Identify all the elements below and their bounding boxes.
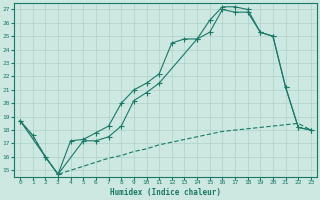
X-axis label: Humidex (Indice chaleur): Humidex (Indice chaleur) <box>110 188 221 197</box>
